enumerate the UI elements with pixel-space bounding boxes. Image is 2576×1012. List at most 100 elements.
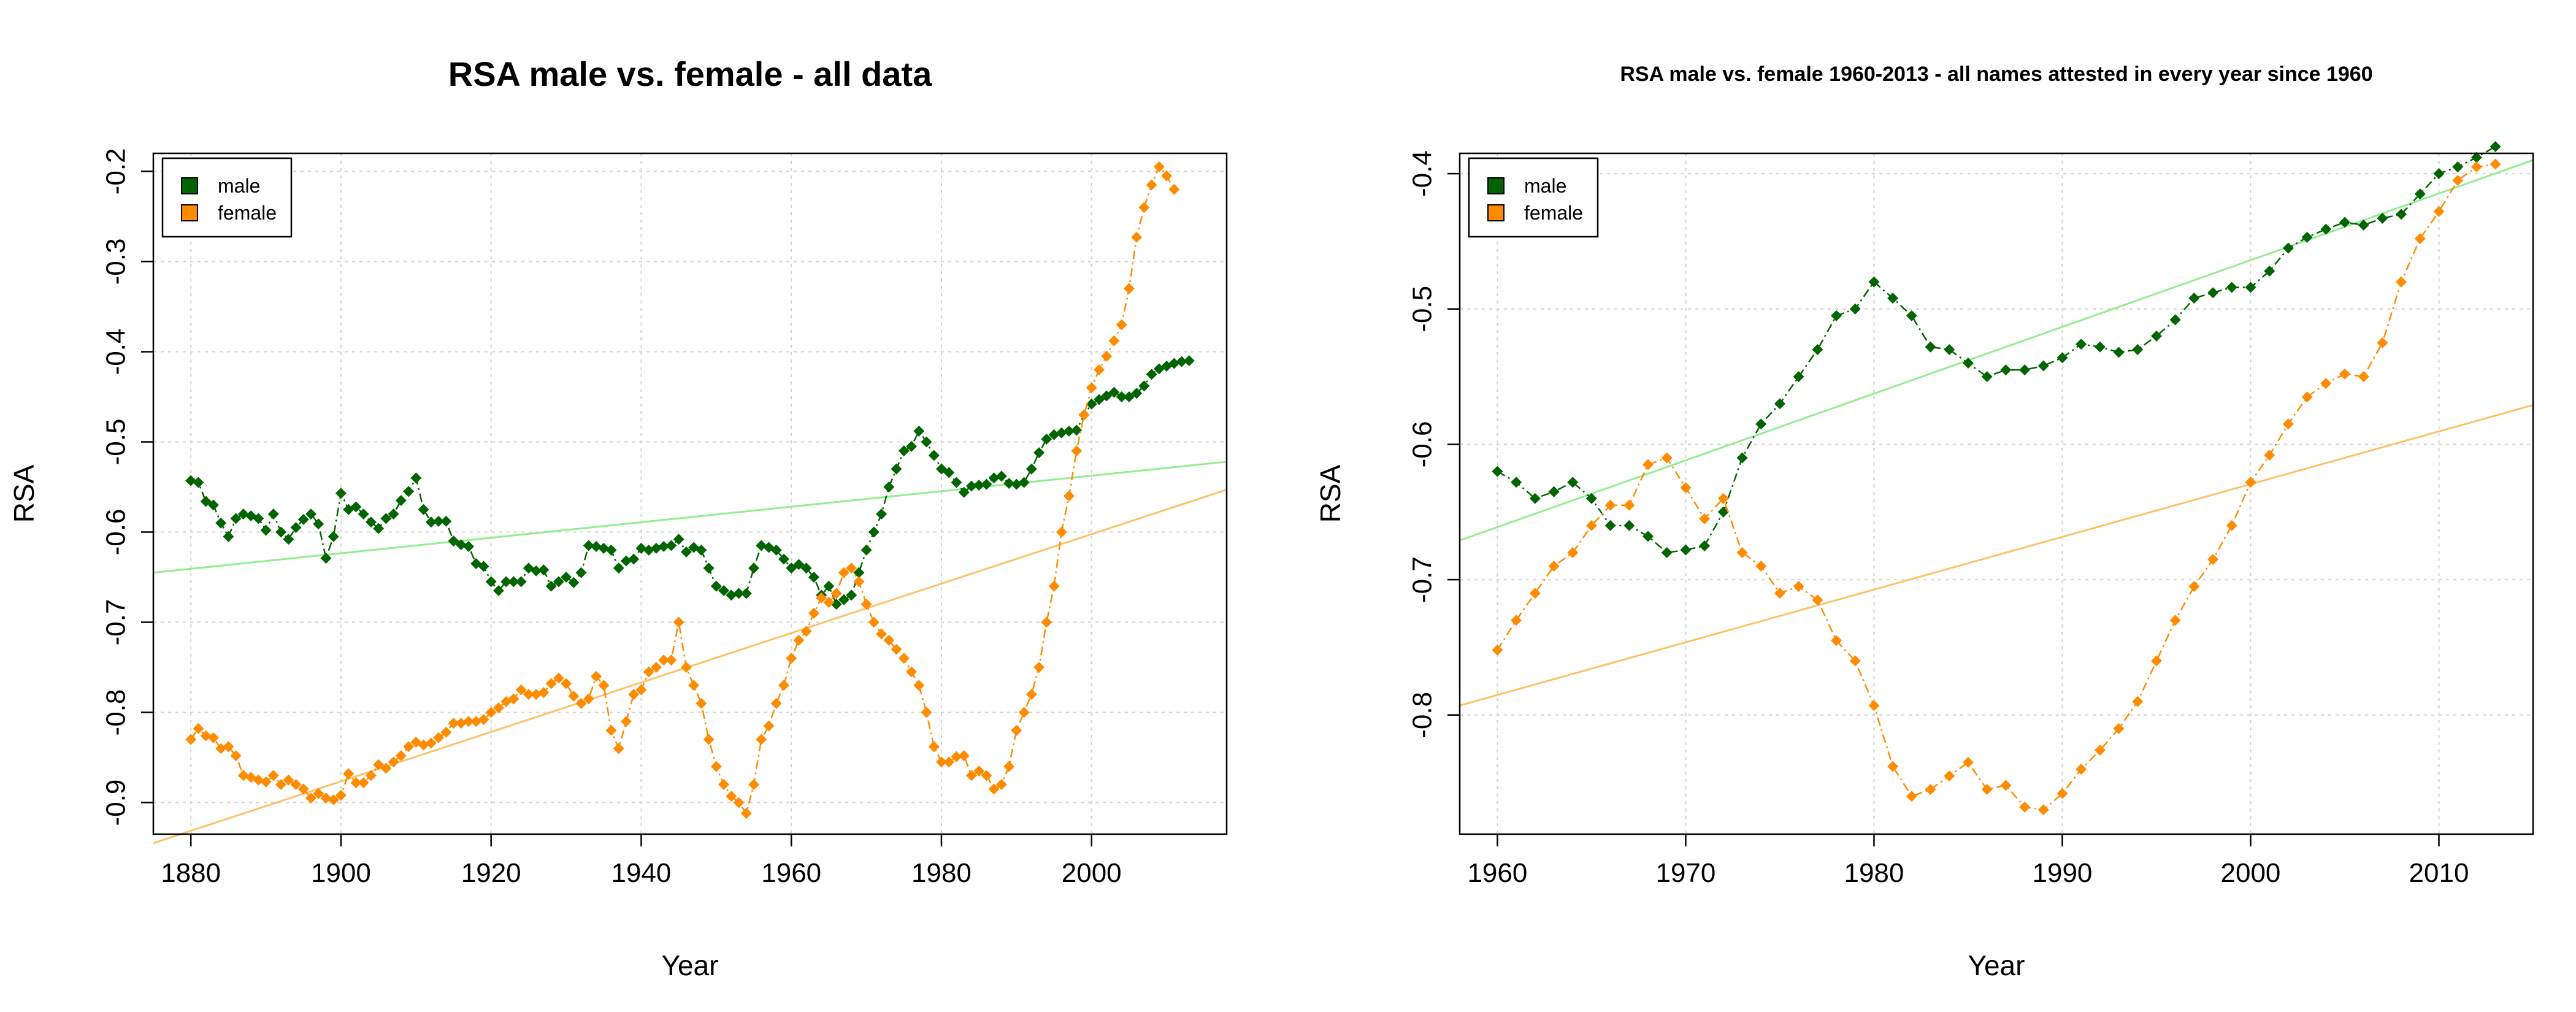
data-point-male xyxy=(965,480,977,492)
data-point-male xyxy=(410,472,422,484)
data-point-female xyxy=(531,689,542,700)
data-point-female xyxy=(440,726,452,738)
data-point-male xyxy=(1183,355,1195,367)
data-point-male xyxy=(267,508,279,520)
data-point-male xyxy=(861,544,872,556)
data-point-female xyxy=(185,734,197,745)
data-point-male xyxy=(275,526,287,538)
chart-left: 1880 1900 1920 1940 1960 1980 2000 -0.9-0.8-0.… xyxy=(8,55,1228,981)
data-point-female xyxy=(718,779,730,791)
y-tick-label: -0.8 xyxy=(1408,692,1438,738)
data-point-male xyxy=(786,562,797,574)
data-point-male xyxy=(703,562,715,574)
grid-lines xyxy=(1460,153,2533,834)
data-point-female xyxy=(538,687,550,699)
x-tick-label: 1980 xyxy=(911,858,972,888)
data-point-female xyxy=(403,741,415,753)
data-point-male xyxy=(365,516,377,528)
data-point-male xyxy=(440,515,452,527)
data-point-male xyxy=(605,544,617,556)
data-point-female xyxy=(267,770,279,781)
data-point-female xyxy=(928,741,940,753)
legend-label-male: male xyxy=(218,175,260,197)
data-point-male xyxy=(2358,219,2369,231)
data-point-female xyxy=(1548,561,1560,572)
legend-swatch-male xyxy=(181,177,198,194)
data-point-male xyxy=(290,522,302,534)
data-point-male xyxy=(1755,418,1767,430)
data-point-female xyxy=(635,684,647,696)
data-point-male xyxy=(2377,212,2388,224)
data-point-female xyxy=(2169,615,2181,626)
data-point-female xyxy=(365,770,377,781)
data-point-male xyxy=(350,501,362,513)
data-point-male xyxy=(1011,478,1022,490)
data-point-male xyxy=(898,445,910,457)
data-point-female xyxy=(688,680,700,691)
data-point-male xyxy=(320,553,332,564)
data-point-female xyxy=(1812,594,1823,606)
data-point-male xyxy=(1025,463,1037,475)
data-point-male xyxy=(425,516,437,528)
legend-swatch-female xyxy=(181,204,198,221)
y-tick-label: -0.4 xyxy=(1408,150,1438,197)
data-point-female xyxy=(193,723,204,734)
data-point-male xyxy=(778,553,789,565)
data-point-female xyxy=(2396,276,2407,288)
data-point-male xyxy=(1680,544,1692,556)
data-point-female xyxy=(1717,493,1729,504)
data-point-male xyxy=(981,478,992,490)
data-point-male xyxy=(830,599,842,610)
data-point-male xyxy=(2433,168,2445,180)
data-point-female xyxy=(958,750,970,762)
data-point-male xyxy=(2150,330,2162,342)
data-point-male xyxy=(1018,477,1030,488)
y-tick-label: -0.8 xyxy=(101,689,131,736)
data-point-male xyxy=(620,555,632,567)
data-point-female xyxy=(2433,205,2445,217)
data-point-female xyxy=(583,693,594,705)
legend: male female xyxy=(1468,157,1599,238)
y-axis-label: RSA xyxy=(8,464,40,523)
data-point-female xyxy=(1492,644,1503,656)
data-point-male xyxy=(1793,371,1804,383)
data-point-male xyxy=(478,561,489,572)
x-tick-label: 1940 xyxy=(611,858,672,888)
data-point-female xyxy=(1511,615,1522,626)
data-point-female xyxy=(1736,546,1748,558)
data-point-male xyxy=(2301,231,2313,243)
data-point-female xyxy=(605,724,617,736)
data-point-female xyxy=(763,720,775,732)
x-tick-label: 1880 xyxy=(161,858,221,888)
data-point-male xyxy=(643,544,654,556)
data-point-female xyxy=(823,597,835,608)
data-point-male xyxy=(1868,276,1880,288)
data-point-male xyxy=(2094,341,2106,353)
data-point-female xyxy=(223,741,234,753)
data-point-female xyxy=(335,789,347,801)
data-point-male xyxy=(1138,380,1150,392)
data-point-male xyxy=(508,576,519,588)
y-axis-label: RSA xyxy=(1314,464,1346,523)
x-tick-label: 1960 xyxy=(1467,858,1527,888)
data-point-female xyxy=(2282,418,2294,430)
data-point-male xyxy=(756,540,767,551)
data-point-female xyxy=(620,716,632,727)
data-point-female xyxy=(658,654,670,666)
data-point-male xyxy=(2132,343,2144,355)
data-point-female xyxy=(568,691,580,702)
data-point-female xyxy=(2188,581,2200,592)
data-point-female xyxy=(868,616,880,628)
data-point-female xyxy=(2490,158,2501,170)
data-point-female xyxy=(650,662,662,673)
data-point-female xyxy=(1011,724,1022,736)
data-point-female xyxy=(853,576,865,588)
data-point-male xyxy=(493,585,504,597)
data-point-male xyxy=(1717,506,1729,518)
data-point-female xyxy=(891,643,902,655)
data-point-male xyxy=(2019,364,2031,376)
data-point-male xyxy=(598,542,610,554)
data-point-female xyxy=(770,697,782,709)
data-point-female xyxy=(1056,526,1067,538)
data-point-female xyxy=(275,779,287,791)
